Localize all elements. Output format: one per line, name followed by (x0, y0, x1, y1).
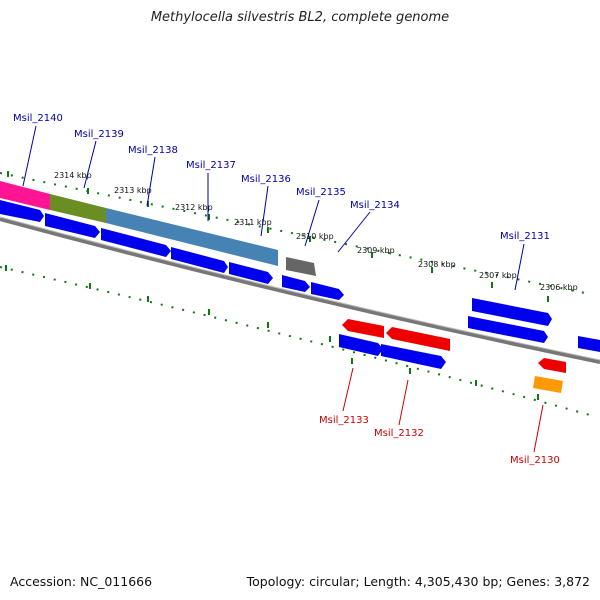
tick-label-2314: 2314 kbp (54, 171, 92, 180)
tick-label-2308: 2308 kbp (418, 260, 456, 269)
tick-label-2306: 2306 kbp (540, 283, 578, 292)
tick-label-2309: 2309 kbp (357, 246, 395, 255)
upper-major-ticks (7, 171, 549, 302)
bottom-label-leaders (342, 367, 544, 453)
genome-summary-text: Topology: circular; Length: 4,305,430 bp… (246, 574, 590, 589)
gene-label-msil-2131: Msil_2131 (500, 231, 550, 242)
tick-label-2307: 2307 kbp (479, 271, 517, 280)
gene-label-msil-2138: Msil_2138 (128, 145, 178, 156)
tick-label-2311: 2311 kbp (234, 218, 272, 227)
gene-label-msil-2140: Msil_2140 (13, 113, 63, 124)
tick-label-2312: 2312 kbp (175, 203, 213, 212)
reverse-genes-row (342, 319, 566, 373)
gray-gene (286, 257, 316, 276)
orange-gene (533, 376, 563, 393)
forward-genes-row (0, 200, 600, 369)
lower-major-ticks (5, 265, 539, 400)
genome-backbone (0, 217, 600, 364)
gene-label-msil-2132: Msil_2132 (374, 428, 424, 439)
gene-label-msil-2135: Msil_2135 (296, 187, 346, 198)
upper-feature-band (0, 181, 278, 266)
tick-label-2313: 2313 kbp (114, 186, 152, 195)
top-label-leaders (22, 125, 525, 291)
gene-label-msil-2130: Msil_2130 (510, 455, 560, 466)
tick-label-2310: 2310 kbp (296, 232, 334, 241)
gene-label-msil-2137: Msil_2137 (186, 160, 236, 171)
gene-label-msil-2134: Msil_2134 (350, 200, 400, 211)
gene-label-msil-2133: Msil_2133 (319, 415, 369, 426)
map-title: Methylocella silvestris BL2, complete ge… (150, 10, 450, 25)
accession-text: Accession: NC_011666 (10, 574, 153, 589)
gene-label-msil-2136: Msil_2136 (241, 174, 291, 185)
gene-label-msil-2139: Msil_2139 (74, 129, 124, 140)
